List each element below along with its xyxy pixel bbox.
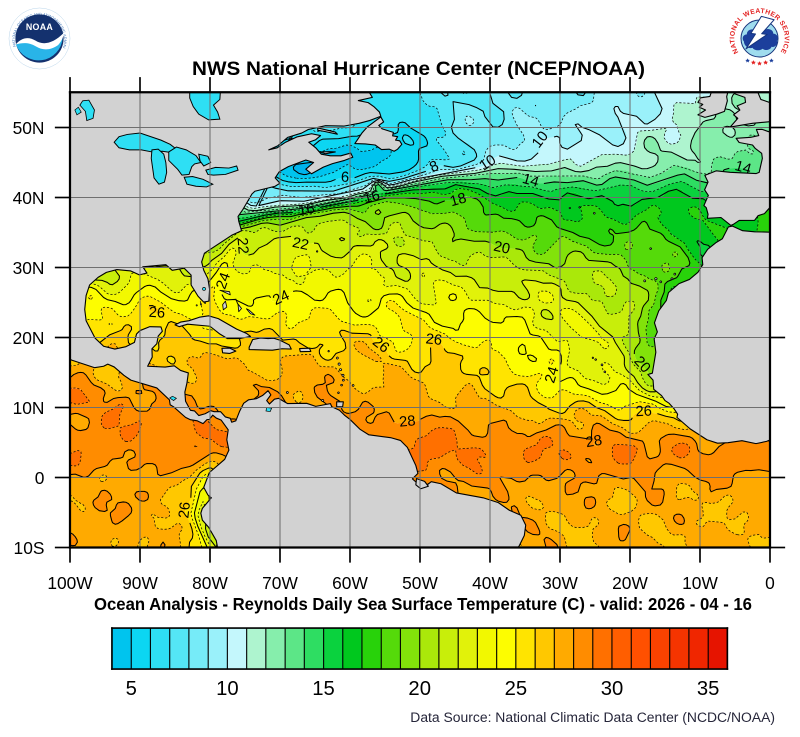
svg-text:25: 25 xyxy=(505,678,528,700)
svg-text:6: 6 xyxy=(341,170,350,186)
svg-text:24: 24 xyxy=(271,288,293,309)
svg-text:28: 28 xyxy=(585,433,604,451)
svg-text:40W: 40W xyxy=(472,573,508,593)
svg-text:50W: 50W xyxy=(402,573,438,593)
svg-text:0: 0 xyxy=(765,573,775,593)
svg-text:20W: 20W xyxy=(612,573,648,593)
svg-text:90W: 90W xyxy=(122,573,158,593)
svg-text:100W: 100W xyxy=(47,573,93,593)
svg-text:NOAA: NOAA xyxy=(26,22,54,32)
svg-text:40N: 40N xyxy=(13,188,45,208)
svg-text:26: 26 xyxy=(148,305,165,322)
svg-text:50N: 50N xyxy=(13,118,45,138)
svg-text:10S: 10S xyxy=(14,538,45,558)
svg-text:20: 20 xyxy=(492,239,511,258)
svg-text:30N: 30N xyxy=(13,258,45,278)
svg-text:14: 14 xyxy=(520,171,540,191)
svg-text:26: 26 xyxy=(635,404,652,421)
svg-text:20N: 20N xyxy=(13,328,45,348)
svg-text:24: 24 xyxy=(542,365,562,385)
svg-text:14: 14 xyxy=(733,158,753,178)
svg-text:28: 28 xyxy=(398,413,416,430)
svg-text:20: 20 xyxy=(408,678,431,700)
svg-text:16: 16 xyxy=(297,201,316,219)
svg-text:10W: 10W xyxy=(682,573,718,593)
svg-text:30: 30 xyxy=(601,678,624,700)
svg-text:22: 22 xyxy=(291,235,310,254)
svg-text:18: 18 xyxy=(448,190,468,210)
svg-text:10: 10 xyxy=(529,129,552,152)
svg-text:10N: 10N xyxy=(13,398,45,418)
svg-text:35: 35 xyxy=(697,678,720,700)
svg-text:26: 26 xyxy=(425,331,443,349)
svg-text:10: 10 xyxy=(477,152,499,174)
svg-text:16: 16 xyxy=(362,188,382,207)
svg-text:26: 26 xyxy=(176,501,194,519)
svg-text:5: 5 xyxy=(126,678,137,700)
svg-text:60W: 60W xyxy=(332,573,368,593)
svg-text:80W: 80W xyxy=(192,573,228,593)
svg-text:22: 22 xyxy=(234,237,251,255)
svg-text:0: 0 xyxy=(35,468,45,488)
svg-text:15: 15 xyxy=(312,678,335,700)
svg-text:10: 10 xyxy=(216,678,239,700)
svg-text:24: 24 xyxy=(214,271,235,292)
svg-text:70W: 70W xyxy=(262,573,298,593)
svg-text:30W: 30W xyxy=(542,573,578,593)
svg-text:26: 26 xyxy=(369,334,392,357)
